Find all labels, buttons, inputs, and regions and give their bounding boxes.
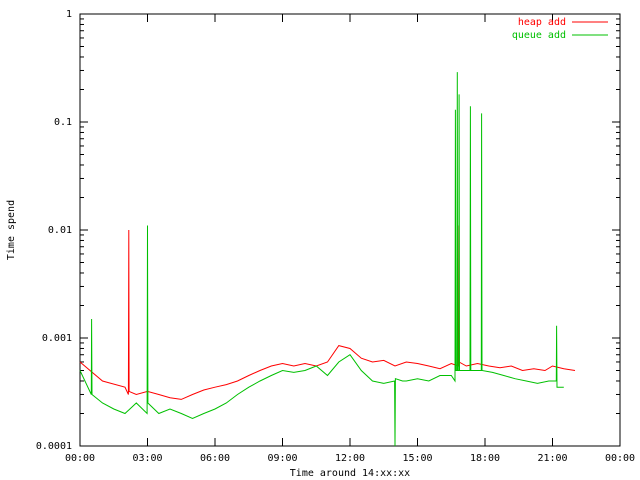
x-tick-label: 12:00 xyxy=(335,453,365,464)
series-layer xyxy=(79,72,576,447)
y-tick-label: 0.01 xyxy=(48,225,72,236)
legend-label: queue add xyxy=(512,30,566,41)
series-line-queue-add xyxy=(79,72,564,447)
y-tick-label: 0.0001 xyxy=(36,441,72,452)
x-axis-label: Time around 14:xx:xx xyxy=(290,468,410,479)
x-tick-label: 06:00 xyxy=(200,453,230,464)
y-tick-label: 1 xyxy=(66,9,72,20)
y-tick-label: 0.001 xyxy=(42,333,72,344)
legend-label: heap add xyxy=(518,17,566,28)
y-axis-label: Time spend xyxy=(6,200,17,260)
x-tick-label: 03:00 xyxy=(132,453,162,464)
series-line-heap-add xyxy=(79,225,576,400)
x-tick-label: 21:00 xyxy=(537,453,567,464)
x-axis-ticks: 00:00 03:00 06:00 09:00 12:00 15:00 18:00 21:00… xyxy=(65,14,635,464)
x-tick-label: 18:00 xyxy=(470,453,500,464)
x-tick-label: 15:00 xyxy=(402,453,432,464)
y-axis-ticks: 0.0001 0.001 0.01 0.1 1 xyxy=(36,9,620,452)
x-tick-label: 00:00 xyxy=(605,453,635,464)
x-tick-label: 09:00 xyxy=(267,453,297,464)
x-tick-label: 00:00 xyxy=(65,453,95,464)
legend: heap add queue add xyxy=(512,17,608,41)
y-tick-label: 0.1 xyxy=(54,117,72,128)
